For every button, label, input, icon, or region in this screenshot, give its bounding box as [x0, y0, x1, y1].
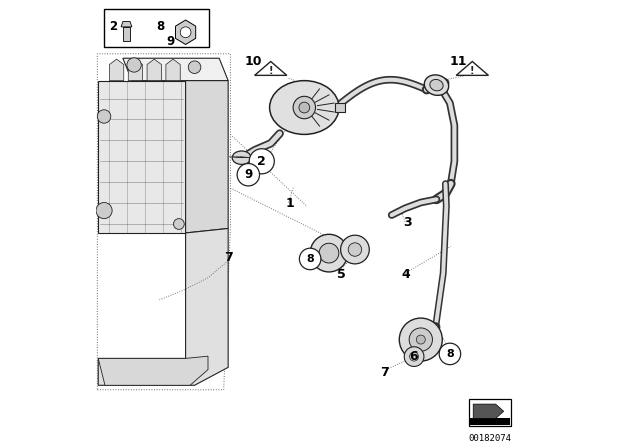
FancyBboxPatch shape: [468, 399, 511, 426]
Ellipse shape: [269, 81, 339, 134]
Bar: [123, 27, 130, 41]
Circle shape: [97, 110, 111, 123]
Circle shape: [237, 164, 260, 186]
Circle shape: [300, 248, 321, 270]
Text: 1: 1: [285, 197, 294, 211]
Circle shape: [249, 149, 275, 174]
Text: 9: 9: [167, 34, 175, 48]
Polygon shape: [99, 356, 208, 385]
Polygon shape: [255, 61, 287, 75]
Text: 3: 3: [403, 215, 412, 229]
Text: 6: 6: [409, 349, 417, 363]
Bar: [470, 418, 511, 425]
Circle shape: [96, 202, 112, 219]
Polygon shape: [175, 20, 196, 44]
Circle shape: [409, 328, 433, 351]
Text: 10: 10: [245, 55, 262, 69]
Polygon shape: [128, 59, 143, 81]
Circle shape: [299, 102, 310, 113]
Text: 2: 2: [109, 20, 118, 34]
Circle shape: [340, 235, 369, 264]
Polygon shape: [123, 58, 228, 81]
Circle shape: [404, 347, 424, 366]
Polygon shape: [121, 22, 132, 27]
Text: 8: 8: [307, 254, 314, 264]
Polygon shape: [335, 103, 345, 112]
Text: 5: 5: [337, 267, 346, 281]
FancyBboxPatch shape: [104, 9, 209, 47]
Polygon shape: [109, 59, 124, 81]
Ellipse shape: [232, 151, 251, 164]
Circle shape: [416, 335, 426, 344]
Circle shape: [180, 27, 191, 38]
Polygon shape: [99, 228, 228, 385]
Text: 7: 7: [224, 251, 232, 264]
Polygon shape: [166, 59, 180, 81]
Circle shape: [439, 343, 461, 365]
Text: 2: 2: [257, 155, 266, 168]
Circle shape: [293, 96, 316, 119]
Ellipse shape: [430, 79, 443, 91]
Text: 9: 9: [244, 168, 252, 181]
Text: 8: 8: [446, 349, 454, 359]
Circle shape: [410, 352, 419, 361]
Text: !: !: [268, 66, 273, 77]
Circle shape: [173, 219, 184, 229]
Text: !: !: [470, 66, 475, 77]
Circle shape: [310, 234, 348, 272]
Text: 00182074: 00182074: [468, 434, 511, 443]
Polygon shape: [147, 59, 161, 81]
Polygon shape: [456, 61, 488, 75]
Text: 7: 7: [381, 366, 389, 379]
Text: 8: 8: [157, 20, 164, 34]
Circle shape: [319, 243, 339, 263]
Circle shape: [188, 61, 201, 73]
Circle shape: [127, 58, 141, 72]
Text: 4: 4: [402, 267, 410, 281]
Circle shape: [348, 243, 362, 256]
Polygon shape: [473, 404, 504, 418]
Text: 11: 11: [449, 55, 467, 69]
Circle shape: [399, 318, 442, 361]
Ellipse shape: [424, 75, 449, 95]
Polygon shape: [99, 81, 186, 233]
Polygon shape: [186, 81, 228, 233]
